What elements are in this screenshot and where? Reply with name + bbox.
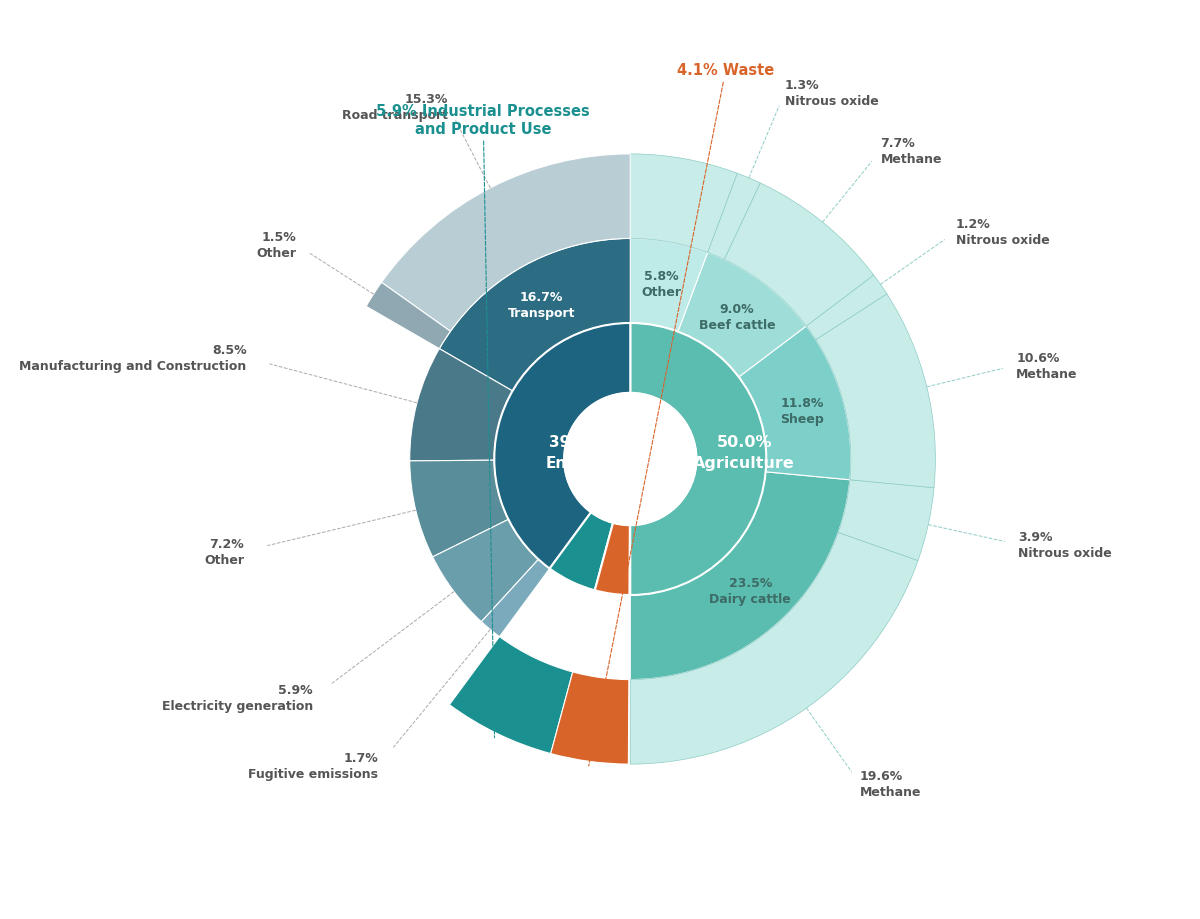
- Wedge shape: [366, 283, 450, 349]
- Wedge shape: [409, 460, 509, 557]
- Wedge shape: [551, 672, 629, 765]
- Text: 5.9%
Electricity generation: 5.9% Electricity generation: [162, 684, 313, 712]
- Text: 50.0%
Agriculture: 50.0% Agriculture: [694, 434, 796, 471]
- Text: 1.2%
Nitrous oxide: 1.2% Nitrous oxide: [956, 218, 1050, 247]
- Wedge shape: [433, 520, 539, 622]
- Wedge shape: [739, 326, 851, 481]
- Text: 5.8%
Other: 5.8% Other: [642, 269, 682, 299]
- Wedge shape: [724, 184, 874, 326]
- Wedge shape: [629, 239, 708, 333]
- Wedge shape: [806, 276, 887, 340]
- Wedge shape: [409, 349, 512, 461]
- Text: 16.7%
Transport: 16.7% Transport: [508, 290, 575, 320]
- Text: 4.1% Waste: 4.1% Waste: [589, 62, 774, 766]
- Circle shape: [564, 393, 696, 526]
- Text: 10.6%
Methane: 10.6% Methane: [1016, 351, 1078, 380]
- Text: 9.0%
Beef cattle: 9.0% Beef cattle: [698, 302, 775, 331]
- Text: 1.7%
Fugitive emissions: 1.7% Fugitive emissions: [248, 752, 378, 780]
- Text: 19.6%
Methane: 19.6% Methane: [859, 769, 922, 798]
- Text: 5.9% Industrial Processes
and Product Use: 5.9% Industrial Processes and Product Us…: [377, 104, 590, 738]
- Wedge shape: [439, 239, 630, 391]
- Text: 7.2%
Other: 7.2% Other: [204, 537, 244, 566]
- Wedge shape: [449, 637, 572, 754]
- Wedge shape: [816, 295, 935, 488]
- Wedge shape: [494, 323, 630, 569]
- Text: 15.3%
Road transport: 15.3% Road transport: [342, 93, 448, 121]
- Text: 3.9%
Nitrous oxide: 3.9% Nitrous oxide: [1019, 530, 1112, 560]
- Wedge shape: [481, 560, 550, 637]
- Wedge shape: [708, 174, 760, 260]
- Text: 23.5%
Dairy cattle: 23.5% Dairy cattle: [709, 577, 791, 606]
- Text: 11.8%
Sheep: 11.8% Sheep: [780, 396, 823, 425]
- Text: 1.3%
Nitrous oxide: 1.3% Nitrous oxide: [785, 79, 878, 108]
- Wedge shape: [839, 481, 934, 561]
- Text: 8.5%
Manufacturing and Construction: 8.5% Manufacturing and Construction: [19, 344, 246, 373]
- Wedge shape: [678, 253, 806, 378]
- Wedge shape: [630, 154, 737, 253]
- Text: 39.9%
Energy: 39.9% Energy: [545, 434, 605, 471]
- Wedge shape: [550, 513, 613, 591]
- Wedge shape: [630, 472, 850, 680]
- Wedge shape: [382, 154, 630, 332]
- Text: 7.7%
Methane: 7.7% Methane: [881, 137, 942, 165]
- Wedge shape: [630, 533, 918, 765]
- Wedge shape: [630, 323, 767, 596]
- Text: 1.5%
Other: 1.5% Other: [257, 231, 296, 260]
- Wedge shape: [595, 523, 630, 596]
